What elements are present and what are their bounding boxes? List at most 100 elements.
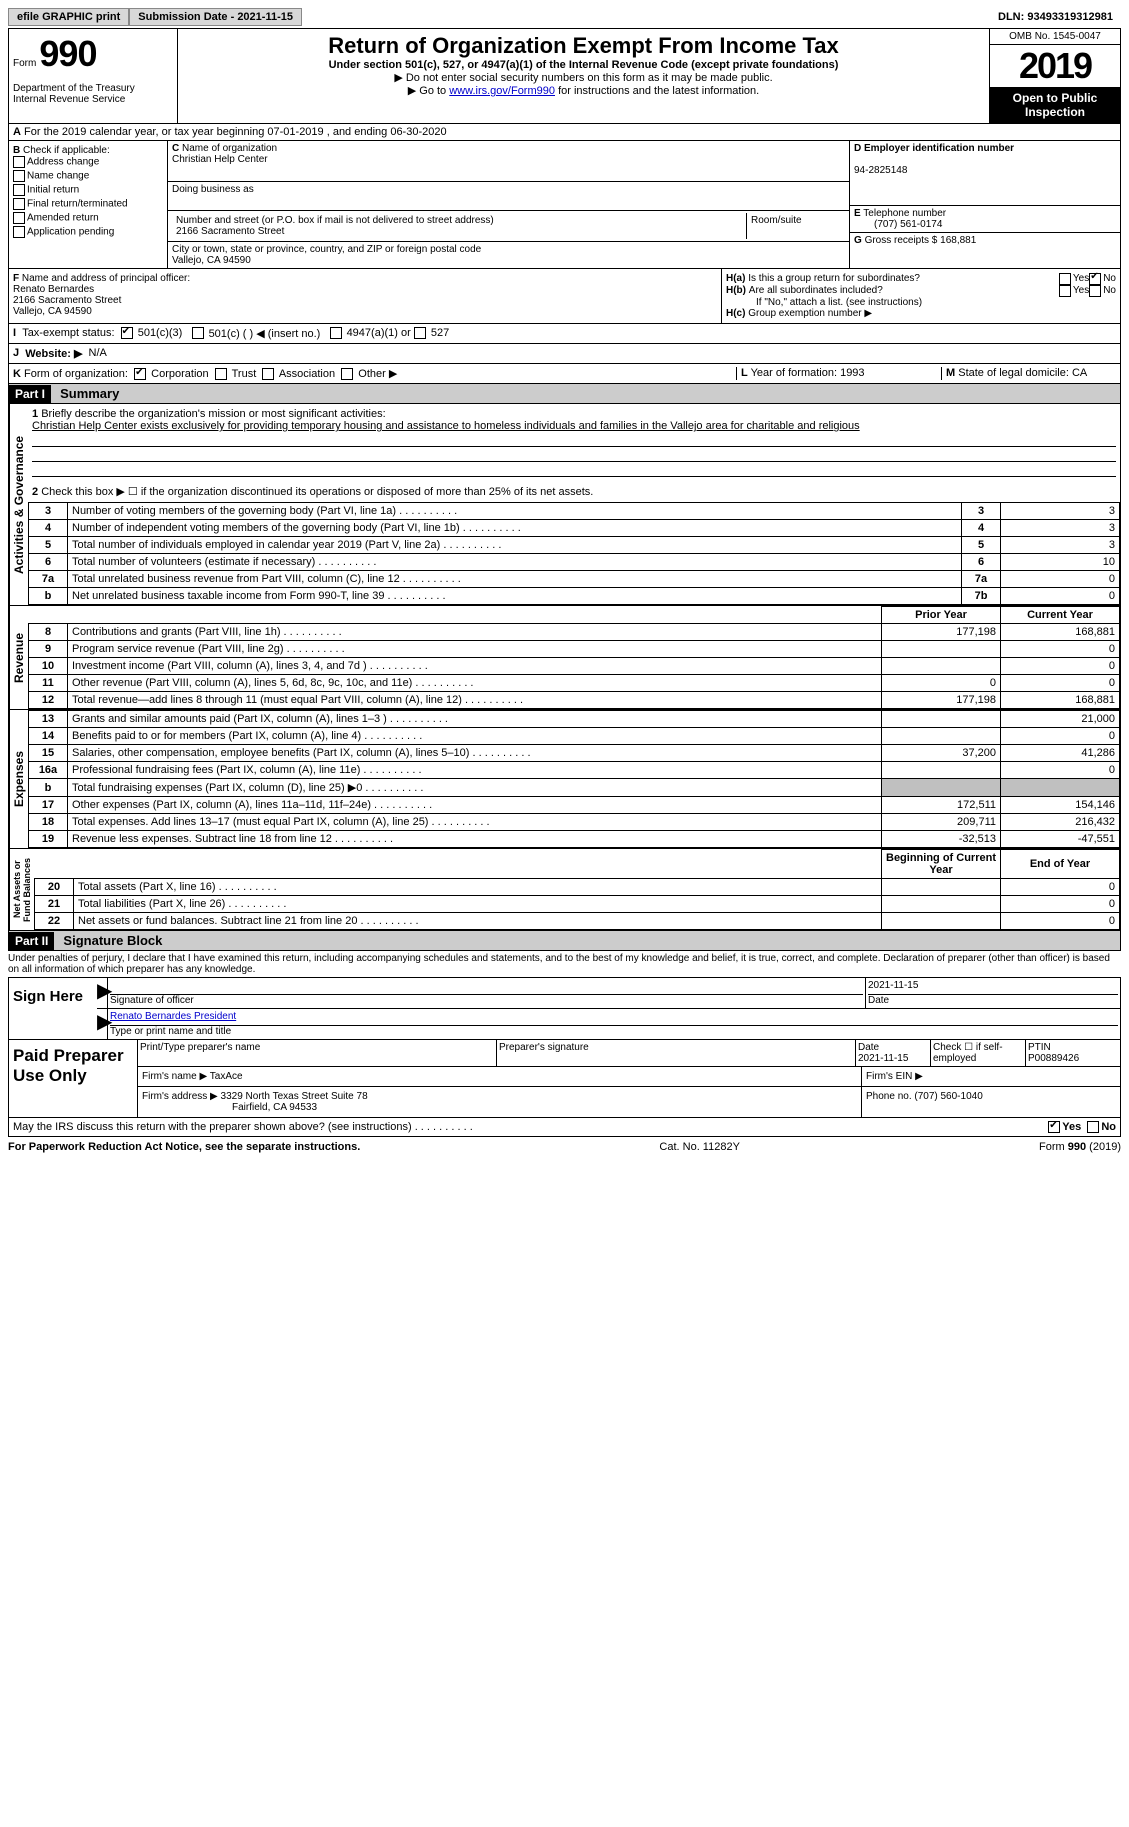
chk-initial[interactable] [13,184,25,196]
hc: Group exemption number ▶ [748,308,872,319]
chk-addr[interactable] [13,156,25,168]
fh-row: F Name and address of principal officer:… [8,269,1121,324]
dept: Department of the Treasury Internal Reve… [13,83,173,105]
officer-name[interactable]: Renato Bernardes President [110,1011,236,1022]
city: Vallejo, CA 94590 [172,255,251,266]
hb-yes[interactable] [1059,285,1071,297]
ha-no[interactable] [1089,273,1101,285]
vlabel-net: Net Assets orFund Balances [9,849,34,930]
dln: DLN: 93493319312981 [998,11,1121,23]
header-grid: B Check if applicable: Address change Na… [8,141,1121,269]
line-a: A For the 2019 calendar year, or tax yea… [8,124,1121,141]
chk-527[interactable] [414,327,426,339]
rev-table: Prior YearCurrent Year8Contributions and… [28,606,1120,709]
ptin-val: P00889426 [1028,1053,1079,1064]
chk-amended[interactable] [13,212,25,224]
j-val: N/A [89,347,107,360]
chk-other[interactable] [341,368,353,380]
footer-mid: Cat. No. 11282Y [659,1141,740,1153]
box-b: B Check if applicable: Address change Na… [9,141,168,268]
ein-label: Employer identification number [864,143,1014,154]
discuss-row: May the IRS discuss this return with the… [8,1118,1121,1137]
efile-btn[interactable]: efile GRAPHIC print [8,8,129,26]
footer-left: For Paperwork Reduction Act Notice, see … [8,1141,360,1153]
box-deg: D Employer identification number 94-2825… [849,141,1120,268]
firm-addr-label: Firm's address ▶ [142,1091,218,1102]
city-label: City or town, state or province, country… [172,244,481,255]
tax-year: 2019 [990,45,1120,87]
part2-bar: Part II [9,932,54,950]
discuss-no[interactable] [1087,1121,1099,1133]
chk-pending[interactable] [13,226,25,238]
q2: Check this box ▶ ☐ if the organization d… [41,486,593,498]
l-val: Year of formation: 1993 [751,367,865,379]
firm-ein: Firm's EIN ▶ [862,1067,1120,1086]
i-label: Tax-exempt status: [22,327,114,340]
firm-addr2: Fairfield, CA 94533 [142,1102,317,1113]
sig-date: Date [868,995,889,1006]
m-val: State of legal domicile: CA [958,367,1087,379]
prep-name: Print/Type preparer's name [138,1040,497,1066]
chk-corp[interactable] [134,368,146,380]
part2-header: Part II Signature Block [8,931,1121,951]
discuss-yes[interactable] [1048,1121,1060,1133]
main-title: Return of Organization Exempt From Incom… [182,33,985,59]
discuss: May the IRS discuss this return with the… [13,1121,1048,1133]
j-label: Website: ▶ [25,347,82,360]
chk-assoc[interactable] [262,368,274,380]
row-i: I Tax-exempt status: 501(c)(3) 501(c) ( … [8,324,1121,344]
public-inspection: Open to Public Inspection [990,87,1120,123]
vlabel-activities: Activities & Governance [9,404,28,605]
preparer-block: Paid Preparer Use Only Print/Type prepar… [8,1040,1121,1118]
submission-btn[interactable]: Submission Date - 2021-11-15 [129,8,302,26]
hb-note: If "No," attach a list. (see instruction… [726,297,1116,308]
revenue-block: Revenue Prior YearCurrent Year8Contribut… [8,606,1121,710]
net-table: Beginning of Current YearEnd of Year20To… [34,849,1120,930]
expenses-block: Expenses 13Grants and similar amounts pa… [8,710,1121,849]
gov-table: 3Number of voting members of the governi… [28,502,1120,605]
hb-no[interactable] [1089,285,1101,297]
firm-name-label: Firm's name ▶ [142,1071,207,1082]
prep-sig: Preparer's signature [497,1040,856,1066]
dba-label: Doing business as [168,182,849,211]
chk-final[interactable] [13,198,25,210]
ha: Is this a group return for subordinates? [748,273,1059,285]
ein: 94-2825148 [854,165,907,176]
net-block: Net Assets orFund Balances Beginning of … [8,849,1121,931]
instr-link[interactable]: www.irs.gov/Form990 [449,85,555,97]
chk-4947[interactable] [330,327,342,339]
vlabel-expenses: Expenses [9,710,28,848]
right-col: OMB No. 1545-0047 2019 Open to Public In… [989,29,1120,123]
footer: For Paperwork Reduction Act Notice, see … [8,1137,1121,1157]
box-h: H(a) Is this a group return for subordin… [722,269,1120,323]
chk-501c[interactable] [192,327,204,339]
ha-yes[interactable] [1059,273,1071,285]
sig-date-val: 2021-11-15 [868,980,1118,995]
chk-trust[interactable] [215,368,227,380]
prep-date-val: 2021-11-15 [858,1053,908,1064]
box-f: F Name and address of principal officer:… [9,269,722,323]
part1-bar: Part I [9,385,51,403]
gross-label: Gross receipts $ [865,235,938,246]
part1-header: Part I Summary [8,384,1121,404]
f-city: Vallejo, CA 94590 [13,306,92,317]
row-j: J Website: ▶ N/A [8,344,1121,364]
firm-addr1: 3329 North Texas Street Suite 78 [221,1091,368,1102]
part2-title: Signature Block [57,931,168,950]
f-street: 2166 Sacramento Street [13,295,121,306]
f-name: Renato Bernardes [13,284,94,295]
footer-right: Form 990 (2019) [1039,1141,1121,1153]
instr-link-row: Go to www.irs.gov/Form990 for instructio… [182,84,985,97]
instr-post: for instructions and the latest informat… [558,85,759,97]
box-c: C Name of organization Christian Help Ce… [168,141,849,268]
box-b-label: Check if applicable: [23,145,110,156]
subtitle: Under section 501(c), 527, or 4947(a)(1)… [182,59,985,71]
chk-501c3[interactable] [121,327,133,339]
suite-label: Room/suite [747,213,845,239]
firm-name-val: TaxAce [210,1071,243,1082]
gross-val: 168,881 [940,235,976,246]
row-klm: K Form of organization: Corporation Trus… [8,364,1121,384]
sign-here: Sign Here [9,978,97,1039]
chk-name[interactable] [13,170,25,182]
sign-block: Sign Here ▶ Signature of officer 2021-11… [8,977,1121,1040]
